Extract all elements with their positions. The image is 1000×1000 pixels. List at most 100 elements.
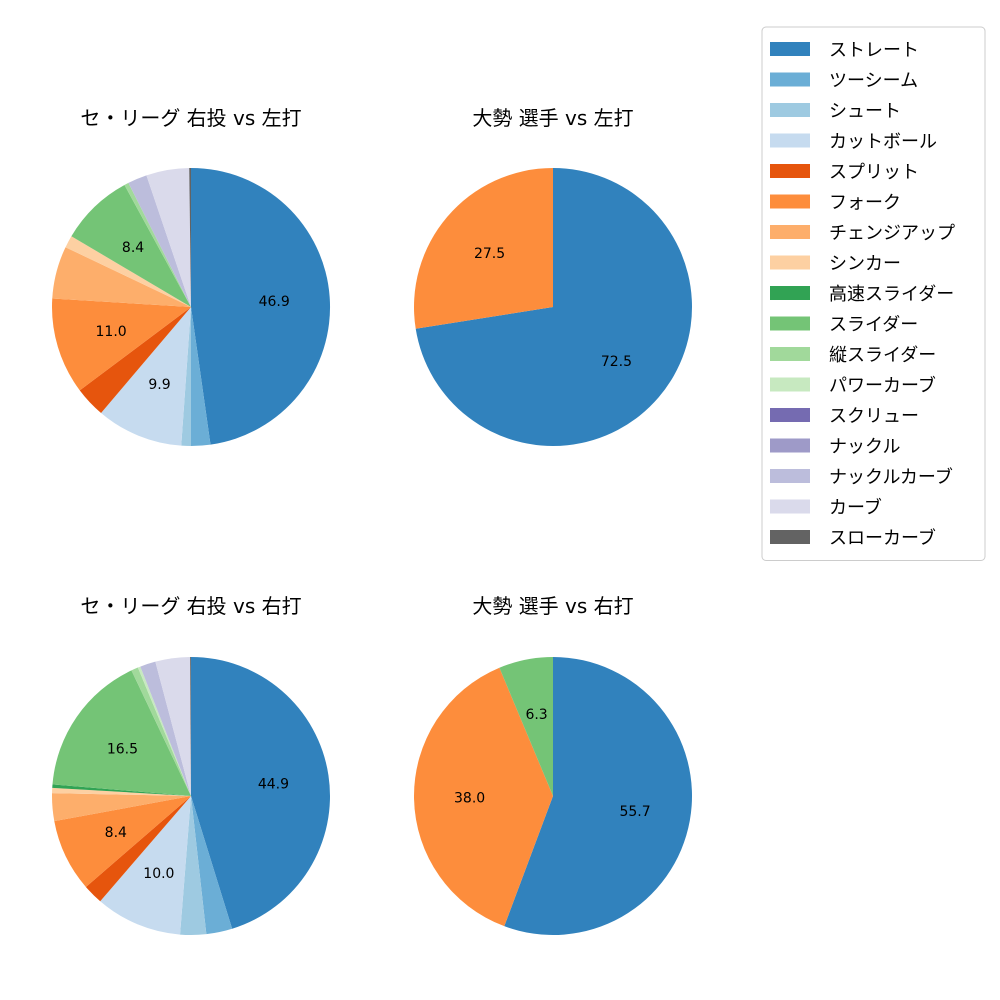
legend-label: チェンジアップ <box>829 223 955 244</box>
pie-chart-2: 大勢 選手 vs 左打 72.5 27.5 <box>413 106 692 446</box>
pie-slice-シンカー <box>65 236 191 307</box>
legend-swatch <box>770 316 810 331</box>
pie-slice-スローカーブ <box>190 656 191 796</box>
slice-value-label: 38.0 <box>454 791 485 807</box>
legend: ストレートツーシームシュートカットボールスプリットフォークチェンジアップシンカー… <box>761 26 986 561</box>
legend-swatch <box>770 194 810 209</box>
legend-swatch <box>770 377 810 392</box>
legend-label: 縦スライダー <box>829 345 936 366</box>
pie-slice-カットボール <box>100 796 191 935</box>
pie-slice-ストレート <box>415 168 692 446</box>
legend-item: スプリット <box>770 162 919 183</box>
legend-swatch <box>770 530 810 544</box>
pie-slice-スプリット <box>85 796 191 902</box>
legend-item: ナックル <box>770 437 900 458</box>
legend-swatch <box>770 347 810 361</box>
legend-label: スプリット <box>829 162 919 183</box>
pie-slice-シュート <box>180 796 207 936</box>
legend-swatch <box>770 72 810 87</box>
legend-swatch <box>770 438 810 453</box>
legend-item: ストレート <box>770 40 919 61</box>
pie-charts: セ・リーグ 右投 vs 左打 46.9 9.9 11.0 8.4 大勢 選手 vs 左打 7… <box>52 106 693 936</box>
slice-value-label: 10.0 <box>143 866 174 882</box>
legend-label: シンカー <box>829 254 901 275</box>
legend-swatch <box>770 469 810 483</box>
legend-item: チェンジアップ <box>770 223 955 244</box>
legend-label: 高速スライダー <box>829 284 954 305</box>
pie-slice-ナックルカーブ <box>140 661 191 796</box>
legend-label: カットボール <box>829 132 937 153</box>
pie-slice-縦スライダー <box>124 182 191 307</box>
legend-swatch <box>770 103 810 117</box>
chart-title: セ・リーグ 右投 vs 右打 <box>80 594 301 618</box>
pie-slice-カーブ <box>155 657 191 796</box>
pie-slice-チェンジアップ <box>52 793 191 822</box>
chart-title: セ・リーグ 右投 vs 左打 <box>80 106 301 130</box>
slice-value-label: 44.9 <box>258 777 289 793</box>
legend-item: シュート <box>770 101 901 122</box>
legend-item: ツーシーム <box>770 71 918 92</box>
pie-slice-縦スライダー <box>131 667 191 796</box>
chart-title: 大勢 選手 vs 左打 <box>472 106 633 130</box>
legend-swatch <box>770 286 810 300</box>
legend-swatch <box>770 255 810 270</box>
slice-value-label: 8.4 <box>105 825 127 841</box>
legend-item: カットボール <box>770 132 937 153</box>
legend-label: スローカーブ <box>829 527 936 549</box>
legend-item: 高速スライダー <box>770 284 954 305</box>
legend-item: カーブ <box>770 497 882 519</box>
legend-label: スライダー <box>829 315 918 336</box>
legend-label: スクリュー <box>829 406 919 427</box>
legend-swatch <box>770 164 810 178</box>
legend-label: ナックル <box>829 437 900 458</box>
pie-slice-フォーク <box>414 667 553 927</box>
legend-label: ストレート <box>829 40 919 61</box>
pie-chart-1: セ・リーグ 右投 vs 左打 46.9 9.9 11.0 8.4 <box>52 106 331 447</box>
pie-slice-チェンジアップ <box>52 247 192 307</box>
chart-title: 大勢 選手 vs 右打 <box>472 594 633 618</box>
legend-box <box>761 26 986 561</box>
pie-slice-高速スライダー <box>52 784 191 796</box>
slice-value-label: 27.5 <box>474 246 505 262</box>
legend-item: ナックルカーブ <box>770 466 953 488</box>
pie-chart-3: セ・リーグ 右投 vs 右打 44.9 10.0 8.4 16.5 <box>52 594 331 936</box>
pie-slice-スライダー <box>71 184 191 307</box>
legend-item: シンカー <box>770 254 901 275</box>
pie-chart-4: 大勢 選手 vs 右打 55.7 38.0 6.3 <box>414 594 693 935</box>
pie-slice-フォーク <box>413 168 553 329</box>
pie-slice-スローカーブ <box>189 167 191 307</box>
legend-item: パワーカーブ <box>770 375 936 397</box>
slice-value-label: 11.0 <box>96 324 127 340</box>
pie-slice-スライダー <box>499 657 553 796</box>
slice-value-label: 55.7 <box>619 804 650 820</box>
pie-slice-カットボール <box>101 307 191 446</box>
legend-label: パワーカーブ <box>829 375 936 397</box>
legend-label: カーブ <box>829 497 882 519</box>
pie-slice-ストレート <box>191 168 331 445</box>
pie-slice-シンカー <box>52 787 191 796</box>
legend-label: ツーシーム <box>829 71 918 92</box>
pie-slice-ストレート <box>191 657 331 929</box>
pie-slice-フォーク <box>52 298 192 391</box>
pie-slice-ツーシーム <box>191 796 233 935</box>
pie-slice-パワーカーブ <box>137 666 191 796</box>
legend-item: スローカーブ <box>770 527 936 549</box>
pie-slice-ナックルカーブ <box>128 175 191 307</box>
slice-value-label: 8.4 <box>122 240 144 256</box>
legend-item: フォーク <box>770 193 901 214</box>
slice-value-label: 72.5 <box>601 354 632 370</box>
legend-label: フォーク <box>829 193 901 214</box>
pie-slice-シュート <box>181 307 191 447</box>
legend-swatch <box>770 408 810 422</box>
legend-label: ナックルカーブ <box>829 466 953 488</box>
pie-slice-ツーシーム <box>191 307 211 447</box>
legend-item: スライダー <box>770 315 918 336</box>
legend-item: スクリュー <box>770 406 919 427</box>
slice-value-label: 46.9 <box>259 294 290 310</box>
slice-value-label: 6.3 <box>525 707 547 723</box>
legend-swatch <box>770 499 810 514</box>
legend-label: シュート <box>829 101 901 122</box>
pie-slice-スライダー <box>52 670 191 796</box>
slice-value-label: 16.5 <box>107 742 138 758</box>
